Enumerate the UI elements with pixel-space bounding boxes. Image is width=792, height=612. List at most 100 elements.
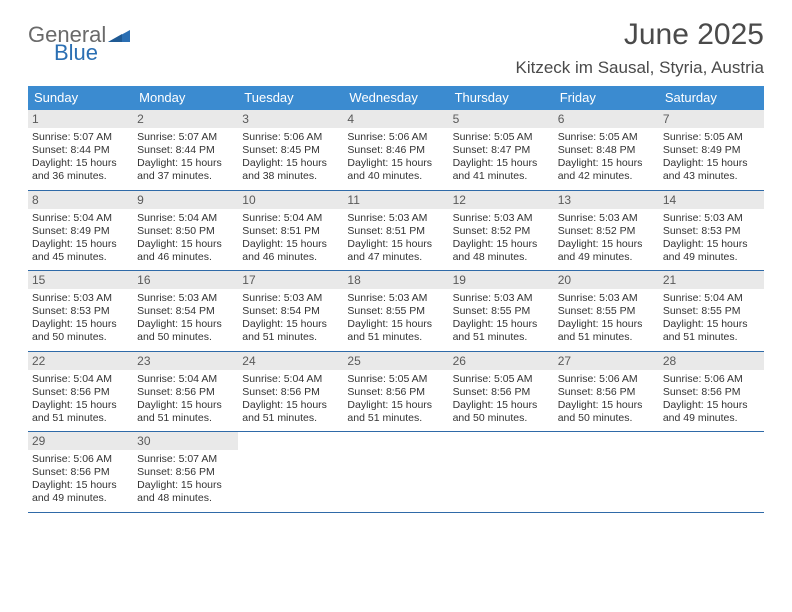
sunrise-text: Sunrise: 5:05 AM — [558, 131, 655, 144]
day-cell: 3Sunrise: 5:06 AMSunset: 8:45 PMDaylight… — [238, 110, 343, 190]
sunset-text: Sunset: 8:44 PM — [137, 144, 234, 157]
sunrise-text: Sunrise: 5:07 AM — [137, 453, 234, 466]
weekday-header: Tuesday — [238, 86, 343, 110]
day-number: 28 — [659, 352, 764, 370]
day-number: 5 — [449, 110, 554, 128]
day-cell: 16Sunrise: 5:03 AMSunset: 8:54 PMDayligh… — [133, 271, 238, 351]
day-cell — [238, 432, 343, 512]
weekday-header: Monday — [133, 86, 238, 110]
daylight-text: and 51 minutes. — [242, 331, 339, 344]
sunrise-text: Sunrise: 5:05 AM — [663, 131, 760, 144]
title-block: June 2025 Kitzeck im Sausal, Styria, Aus… — [516, 18, 764, 78]
daylight-text: Daylight: 15 hours — [663, 157, 760, 170]
daylight-text: Daylight: 15 hours — [558, 238, 655, 251]
daylight-text: Daylight: 15 hours — [137, 157, 234, 170]
day-cell: 15Sunrise: 5:03 AMSunset: 8:53 PMDayligh… — [28, 271, 133, 351]
day-cell: 13Sunrise: 5:03 AMSunset: 8:52 PMDayligh… — [554, 191, 659, 271]
daylight-text: and 48 minutes. — [137, 492, 234, 505]
daylight-text: and 43 minutes. — [663, 170, 760, 183]
page-header: General Blue June 2025 Kitzeck im Sausal… — [28, 18, 764, 78]
daylight-text: and 51 minutes. — [137, 412, 234, 425]
sunrise-text: Sunrise: 5:03 AM — [558, 212, 655, 225]
daylight-text: Daylight: 15 hours — [137, 318, 234, 331]
day-number: 26 — [449, 352, 554, 370]
day-cell: 1Sunrise: 5:07 AMSunset: 8:44 PMDaylight… — [28, 110, 133, 190]
daylight-text: and 46 minutes. — [137, 251, 234, 264]
calendar-page: General Blue June 2025 Kitzeck im Sausal… — [0, 0, 792, 513]
week-row: 15Sunrise: 5:03 AMSunset: 8:53 PMDayligh… — [28, 271, 764, 352]
daylight-text: Daylight: 15 hours — [663, 318, 760, 331]
daylight-text: and 48 minutes. — [453, 251, 550, 264]
weeks-container: 1Sunrise: 5:07 AMSunset: 8:44 PMDaylight… — [28, 110, 764, 513]
day-number: 21 — [659, 271, 764, 289]
sunset-text: Sunset: 8:56 PM — [347, 386, 444, 399]
sunset-text: Sunset: 8:46 PM — [347, 144, 444, 157]
weekday-header: Saturday — [659, 86, 764, 110]
daylight-text: Daylight: 15 hours — [453, 238, 550, 251]
day-cell: 19Sunrise: 5:03 AMSunset: 8:55 PMDayligh… — [449, 271, 554, 351]
daylight-text: and 47 minutes. — [347, 251, 444, 264]
sunrise-text: Sunrise: 5:03 AM — [32, 292, 129, 305]
sunset-text: Sunset: 8:49 PM — [663, 144, 760, 157]
sunrise-text: Sunrise: 5:03 AM — [242, 292, 339, 305]
week-row: 1Sunrise: 5:07 AMSunset: 8:44 PMDaylight… — [28, 110, 764, 191]
daylight-text: Daylight: 15 hours — [32, 238, 129, 251]
sunrise-text: Sunrise: 5:04 AM — [663, 292, 760, 305]
daylight-text: Daylight: 15 hours — [453, 399, 550, 412]
daylight-text: Daylight: 15 hours — [347, 238, 444, 251]
daylight-text: and 40 minutes. — [347, 170, 444, 183]
sunset-text: Sunset: 8:56 PM — [137, 466, 234, 479]
day-number: 17 — [238, 271, 343, 289]
weekday-header: Friday — [554, 86, 659, 110]
weekday-header: Thursday — [449, 86, 554, 110]
day-number: 14 — [659, 191, 764, 209]
daylight-text: and 41 minutes. — [453, 170, 550, 183]
sunset-text: Sunset: 8:50 PM — [137, 225, 234, 238]
location-label: Kitzeck im Sausal, Styria, Austria — [516, 58, 764, 78]
day-cell — [554, 432, 659, 512]
sunset-text: Sunset: 8:53 PM — [32, 305, 129, 318]
daylight-text: Daylight: 15 hours — [558, 318, 655, 331]
week-row: 22Sunrise: 5:04 AMSunset: 8:56 PMDayligh… — [28, 352, 764, 433]
logo-triangle-icon — [108, 28, 130, 46]
daylight-text: and 51 minutes. — [347, 331, 444, 344]
sunset-text: Sunset: 8:45 PM — [242, 144, 339, 157]
sunset-text: Sunset: 8:56 PM — [32, 386, 129, 399]
sunrise-text: Sunrise: 5:06 AM — [558, 373, 655, 386]
day-cell — [659, 432, 764, 512]
day-cell: 30Sunrise: 5:07 AMSunset: 8:56 PMDayligh… — [133, 432, 238, 512]
day-number: 8 — [28, 191, 133, 209]
daylight-text: and 51 minutes. — [453, 331, 550, 344]
day-cell: 17Sunrise: 5:03 AMSunset: 8:54 PMDayligh… — [238, 271, 343, 351]
daylight-text: and 49 minutes. — [558, 251, 655, 264]
daylight-text: and 42 minutes. — [558, 170, 655, 183]
sunrise-text: Sunrise: 5:04 AM — [32, 373, 129, 386]
day-number: 2 — [133, 110, 238, 128]
day-cell: 22Sunrise: 5:04 AMSunset: 8:56 PMDayligh… — [28, 352, 133, 432]
daylight-text: and 50 minutes. — [558, 412, 655, 425]
daylight-text: Daylight: 15 hours — [32, 479, 129, 492]
logo-text: General Blue — [28, 24, 130, 64]
daylight-text: Daylight: 15 hours — [663, 399, 760, 412]
day-number: 19 — [449, 271, 554, 289]
daylight-text: and 38 minutes. — [242, 170, 339, 183]
day-number: 27 — [554, 352, 659, 370]
daylight-text: and 50 minutes. — [137, 331, 234, 344]
sunset-text: Sunset: 8:53 PM — [663, 225, 760, 238]
sunset-text: Sunset: 8:55 PM — [453, 305, 550, 318]
sunset-text: Sunset: 8:47 PM — [453, 144, 550, 157]
day-cell: 24Sunrise: 5:04 AMSunset: 8:56 PMDayligh… — [238, 352, 343, 432]
sunrise-text: Sunrise: 5:03 AM — [453, 212, 550, 225]
day-number: 25 — [343, 352, 448, 370]
day-number: 16 — [133, 271, 238, 289]
sunset-text: Sunset: 8:55 PM — [663, 305, 760, 318]
sunrise-text: Sunrise: 5:06 AM — [663, 373, 760, 386]
day-number — [554, 432, 659, 450]
daylight-text: and 51 minutes. — [663, 331, 760, 344]
sunrise-text: Sunrise: 5:05 AM — [453, 373, 550, 386]
sunset-text: Sunset: 8:51 PM — [347, 225, 444, 238]
daylight-text: Daylight: 15 hours — [137, 479, 234, 492]
calendar-grid: Sunday Monday Tuesday Wednesday Thursday… — [28, 86, 764, 513]
day-number: 24 — [238, 352, 343, 370]
day-cell: 14Sunrise: 5:03 AMSunset: 8:53 PMDayligh… — [659, 191, 764, 271]
